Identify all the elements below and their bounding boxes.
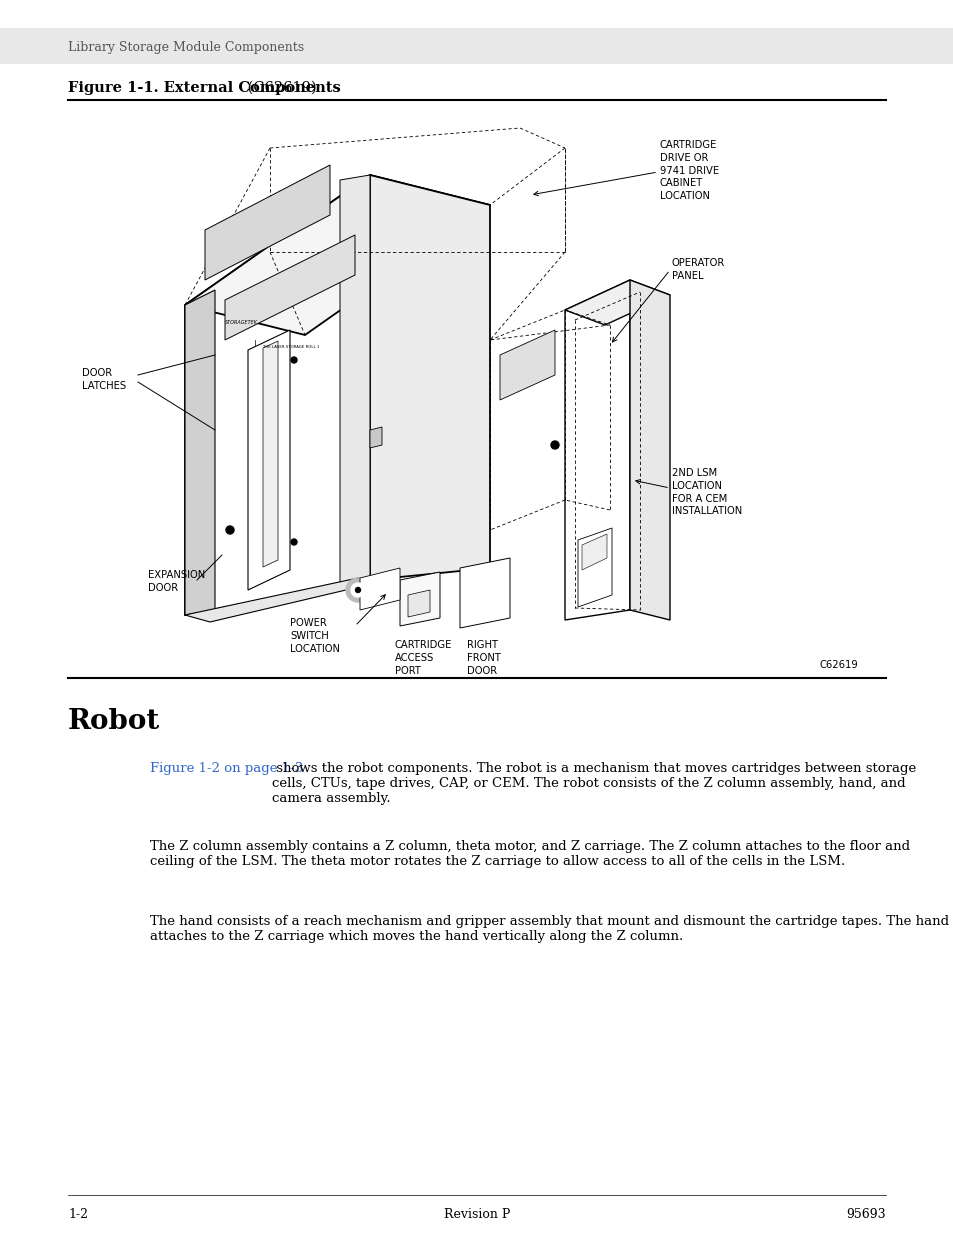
Text: RIGHT
FRONT
DOOR: RIGHT FRONT DOOR bbox=[467, 640, 500, 676]
Circle shape bbox=[351, 583, 365, 597]
Text: THE LASER STORAGE ROLL 1: THE LASER STORAGE ROLL 1 bbox=[263, 345, 319, 350]
Polygon shape bbox=[359, 568, 399, 610]
Text: 95693: 95693 bbox=[845, 1208, 885, 1221]
Text: STORAGETEK: STORAGETEK bbox=[225, 320, 257, 325]
Circle shape bbox=[355, 588, 360, 593]
Polygon shape bbox=[205, 165, 330, 280]
Text: CARTRIDGE
ACCESS
PORT: CARTRIDGE ACCESS PORT bbox=[395, 640, 452, 676]
Polygon shape bbox=[564, 280, 629, 620]
Polygon shape bbox=[370, 427, 381, 448]
Text: Figure 1-2 on page 1-3: Figure 1-2 on page 1-3 bbox=[150, 762, 303, 776]
Text: C62619: C62619 bbox=[820, 659, 858, 671]
Text: shows the robot components. The robot is a mechanism that moves cartridges betwe: shows the robot components. The robot is… bbox=[272, 762, 915, 805]
Circle shape bbox=[551, 441, 558, 450]
Text: The Z column assembly contains a Z column, theta motor, and Z carriage. The Z co: The Z column assembly contains a Z colum… bbox=[150, 840, 909, 868]
Polygon shape bbox=[564, 280, 669, 325]
Circle shape bbox=[346, 578, 370, 601]
Text: The hand consists of a reach mechanism and gripper assembly that mount and dismo: The hand consists of a reach mechanism a… bbox=[150, 915, 948, 944]
Polygon shape bbox=[185, 175, 490, 335]
Polygon shape bbox=[248, 330, 290, 590]
Polygon shape bbox=[185, 290, 214, 615]
Text: Robot: Robot bbox=[68, 708, 160, 735]
Polygon shape bbox=[629, 280, 669, 620]
Polygon shape bbox=[263, 341, 277, 567]
Text: EXPANSION
DOOR: EXPANSION DOOR bbox=[148, 571, 205, 593]
Text: DOOR
LATCHES: DOOR LATCHES bbox=[82, 368, 126, 390]
Text: Library Storage Module Components: Library Storage Module Components bbox=[68, 41, 304, 53]
Text: 2ND LSM
LOCATION
FOR A CEM
INSTALLATION: 2ND LSM LOCATION FOR A CEM INSTALLATION bbox=[671, 468, 741, 516]
Text: 1-2: 1-2 bbox=[68, 1208, 88, 1221]
Circle shape bbox=[226, 526, 233, 534]
Polygon shape bbox=[185, 578, 379, 622]
Polygon shape bbox=[408, 590, 430, 618]
Bar bbox=[0, 28, 953, 64]
Polygon shape bbox=[499, 330, 555, 400]
Circle shape bbox=[291, 538, 296, 545]
Text: CARTRIDGE
DRIVE OR
9741 DRIVE
CABINET
LOCATION: CARTRIDGE DRIVE OR 9741 DRIVE CABINET LO… bbox=[659, 140, 719, 201]
Polygon shape bbox=[185, 175, 370, 615]
Text: (C62619): (C62619) bbox=[243, 82, 316, 95]
Text: Revision P: Revision P bbox=[443, 1208, 510, 1221]
Polygon shape bbox=[399, 572, 439, 626]
Polygon shape bbox=[339, 175, 370, 585]
Polygon shape bbox=[578, 529, 612, 606]
Text: Figure 1-1. External Components: Figure 1-1. External Components bbox=[68, 82, 340, 95]
Polygon shape bbox=[581, 534, 606, 571]
Text: OPERATOR
PANEL: OPERATOR PANEL bbox=[671, 258, 724, 280]
Polygon shape bbox=[225, 235, 355, 340]
Circle shape bbox=[291, 357, 296, 363]
Polygon shape bbox=[459, 558, 510, 629]
Text: POWER
SWITCH
LOCATION: POWER SWITCH LOCATION bbox=[290, 618, 339, 653]
Polygon shape bbox=[370, 175, 490, 580]
